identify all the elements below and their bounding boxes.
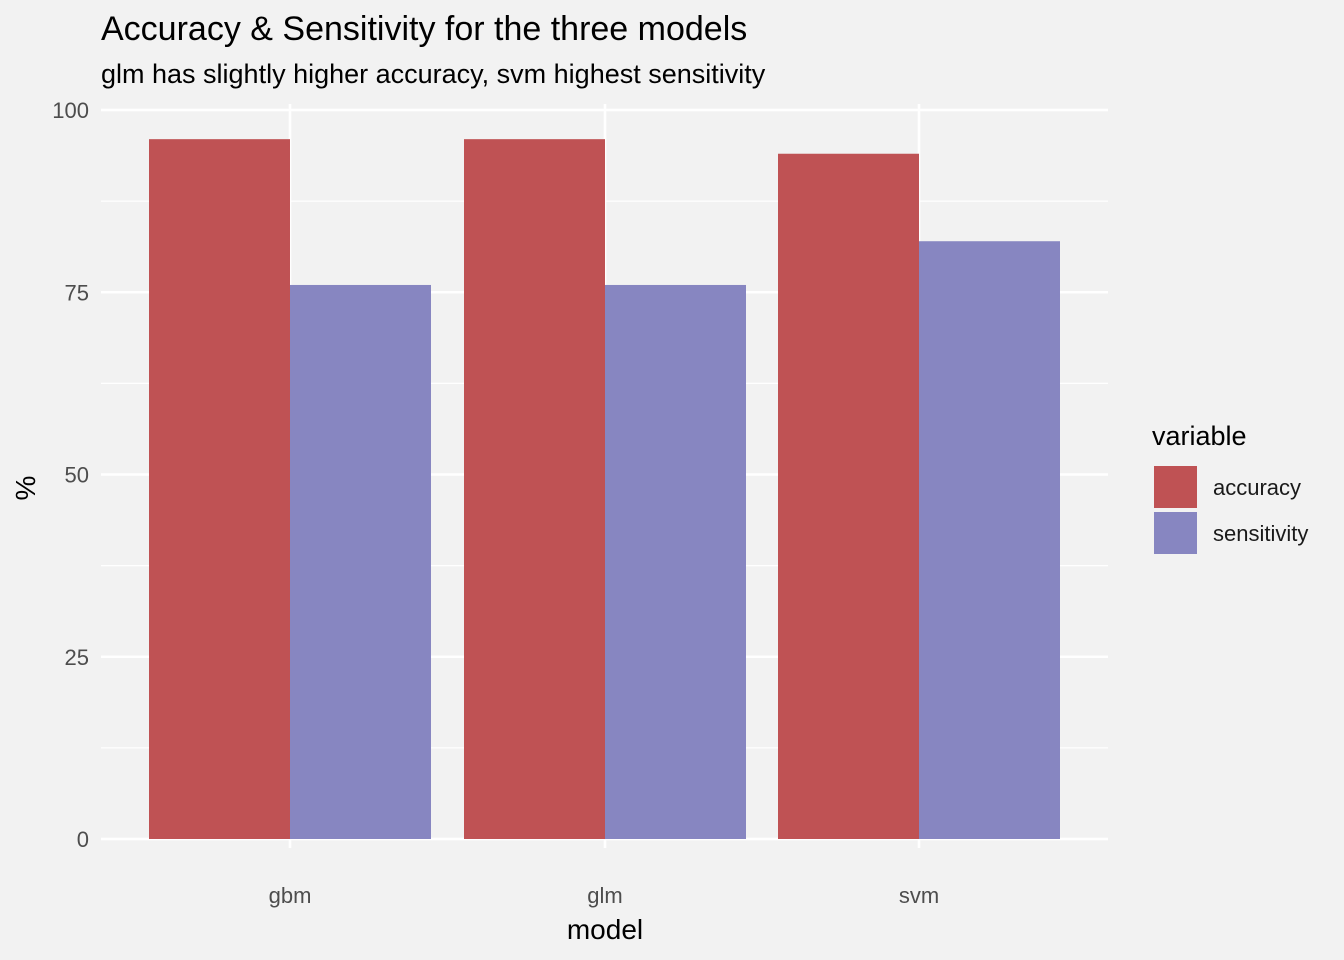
chart-title: Accuracy & Sensitivity for the three mod… bbox=[101, 10, 747, 48]
bar-accuracy-glm bbox=[464, 139, 605, 839]
y-tick-label: 50 bbox=[65, 463, 89, 488]
x-tick-label: glm bbox=[587, 883, 622, 908]
y-tick-label: 0 bbox=[77, 827, 89, 852]
legend-items: accuracy sensitivity bbox=[1154, 466, 1308, 554]
legend-key-sensitivity bbox=[1154, 512, 1197, 554]
y-tick-label: 100 bbox=[52, 98, 89, 123]
y-axis-title: % bbox=[10, 476, 41, 501]
y-tick-label: 25 bbox=[65, 645, 89, 670]
chart-subtitle: glm has slightly higher accuracy, svm hi… bbox=[101, 59, 766, 89]
bar-sensitivity-gbm bbox=[290, 284, 431, 840]
x-tick-label: svm bbox=[899, 883, 939, 908]
legend: variable accuracy sensitivity bbox=[1152, 421, 1308, 554]
axes: 0 25 50 75 100 gbm glm svm bbox=[52, 98, 939, 908]
x-axis-title: model bbox=[567, 914, 643, 945]
bar-accuracy-svm bbox=[778, 153, 919, 840]
x-tick-label: gbm bbox=[269, 883, 312, 908]
bar-sensitivity-svm bbox=[919, 241, 1060, 840]
legend-label-accuracy: accuracy bbox=[1213, 475, 1301, 500]
bar-accuracy-gbm bbox=[149, 139, 290, 839]
bar-sensitivity-glm bbox=[605, 284, 746, 840]
legend-label-sensitivity: sensitivity bbox=[1213, 521, 1308, 546]
legend-key-accuracy bbox=[1154, 466, 1197, 508]
bars bbox=[149, 139, 1060, 840]
legend-title: variable bbox=[1152, 421, 1247, 451]
y-tick-label: 75 bbox=[65, 280, 89, 305]
